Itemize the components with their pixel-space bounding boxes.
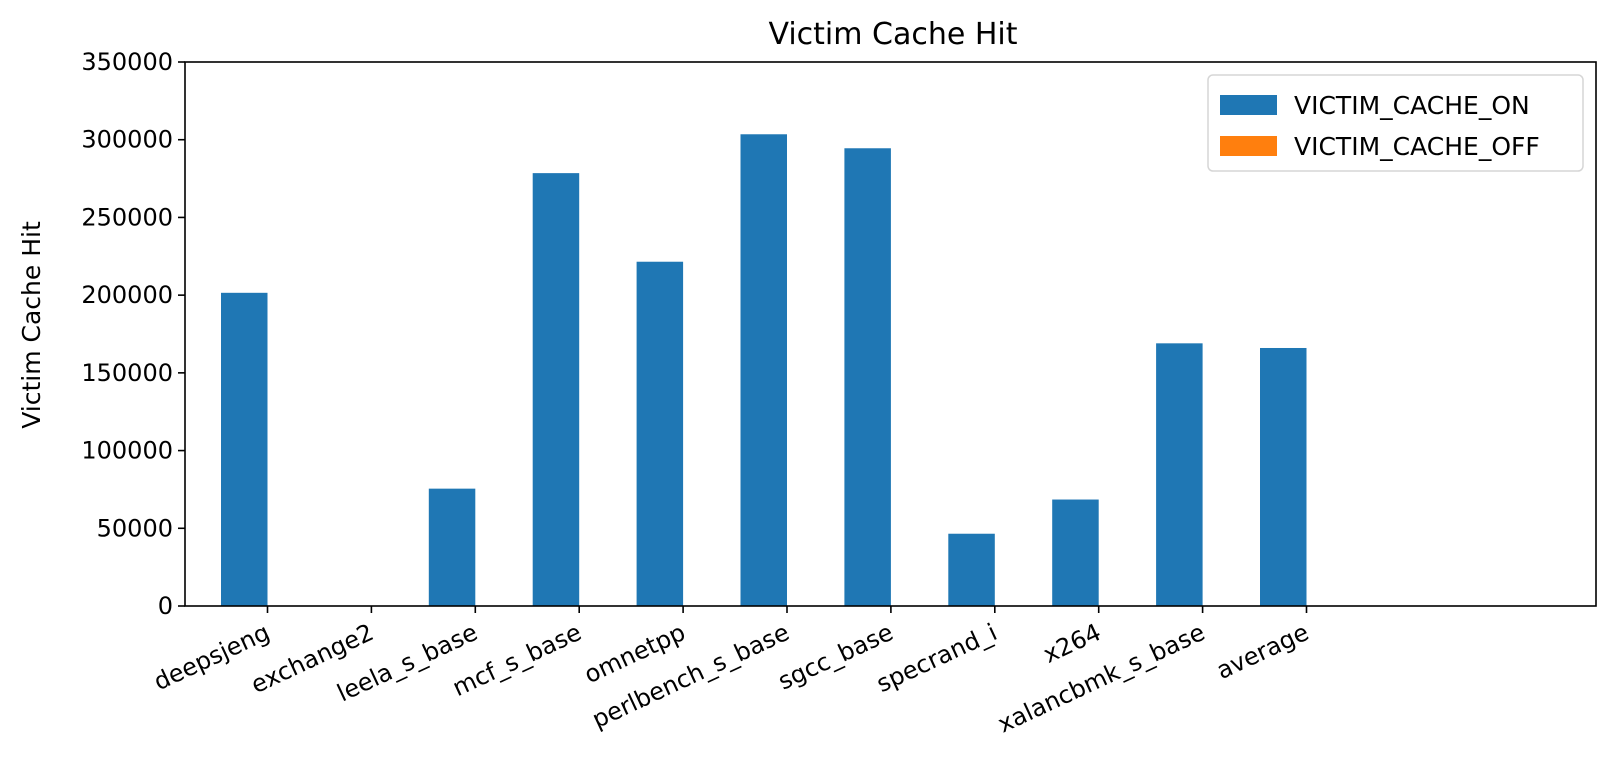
y-tick-label: 100000 bbox=[81, 437, 173, 465]
y-tick-label: 0 bbox=[158, 592, 173, 620]
y-tick-label: 250000 bbox=[81, 203, 173, 231]
bar-on-perlbench-s-base bbox=[740, 134, 787, 606]
bar-on-omnetpp bbox=[636, 261, 684, 606]
legend-label-off: VICTIM_CACHE_OFF bbox=[1294, 132, 1540, 161]
bar-on-specrand-i bbox=[948, 533, 995, 606]
legend-label-on: VICTIM_CACHE_ON bbox=[1294, 91, 1530, 120]
bar-on-deepsjeng bbox=[221, 292, 268, 606]
chart-title: Victim Cache Hit bbox=[768, 17, 1017, 52]
x-axis: deepsjengexchange2leela_s_basemcf_s_base… bbox=[149, 606, 1313, 738]
x-tick-label-x264: x264 bbox=[1039, 618, 1105, 669]
legend-box bbox=[1207, 74, 1584, 172]
y-tick-label: 150000 bbox=[81, 359, 173, 387]
y-tick-label: 50000 bbox=[97, 514, 173, 542]
y-tick-label: 350000 bbox=[81, 48, 173, 76]
legend: VICTIM_CACHE_ON VICTIM_CACHE_OFF bbox=[1207, 74, 1584, 172]
y-tick-label: 200000 bbox=[81, 281, 173, 309]
bar-on-mcf-s-base bbox=[532, 173, 580, 606]
bar-on-x264 bbox=[1052, 499, 1099, 606]
bar-on-xalancbmk-s-base bbox=[1156, 343, 1203, 606]
y-axis: 0 50000 100000 150000 200000 250000 300000 3500… bbox=[81, 48, 185, 620]
bar-on-sgcc-base bbox=[844, 148, 891, 606]
bars-group bbox=[221, 134, 1307, 606]
x-tick-label-specrand-i: specrand_i bbox=[872, 618, 1001, 698]
legend-swatch-off bbox=[1220, 136, 1277, 156]
legend-swatch-on bbox=[1220, 95, 1277, 115]
y-tick-label: 300000 bbox=[81, 126, 173, 154]
y-axis-label: Victim Cache Hit bbox=[17, 221, 46, 429]
plot-frame bbox=[184, 61, 1597, 607]
bar-on-average bbox=[1260, 347, 1307, 606]
bar-on-leela-s-base bbox=[428, 488, 476, 606]
x-tick-label-average: average bbox=[1212, 618, 1313, 685]
